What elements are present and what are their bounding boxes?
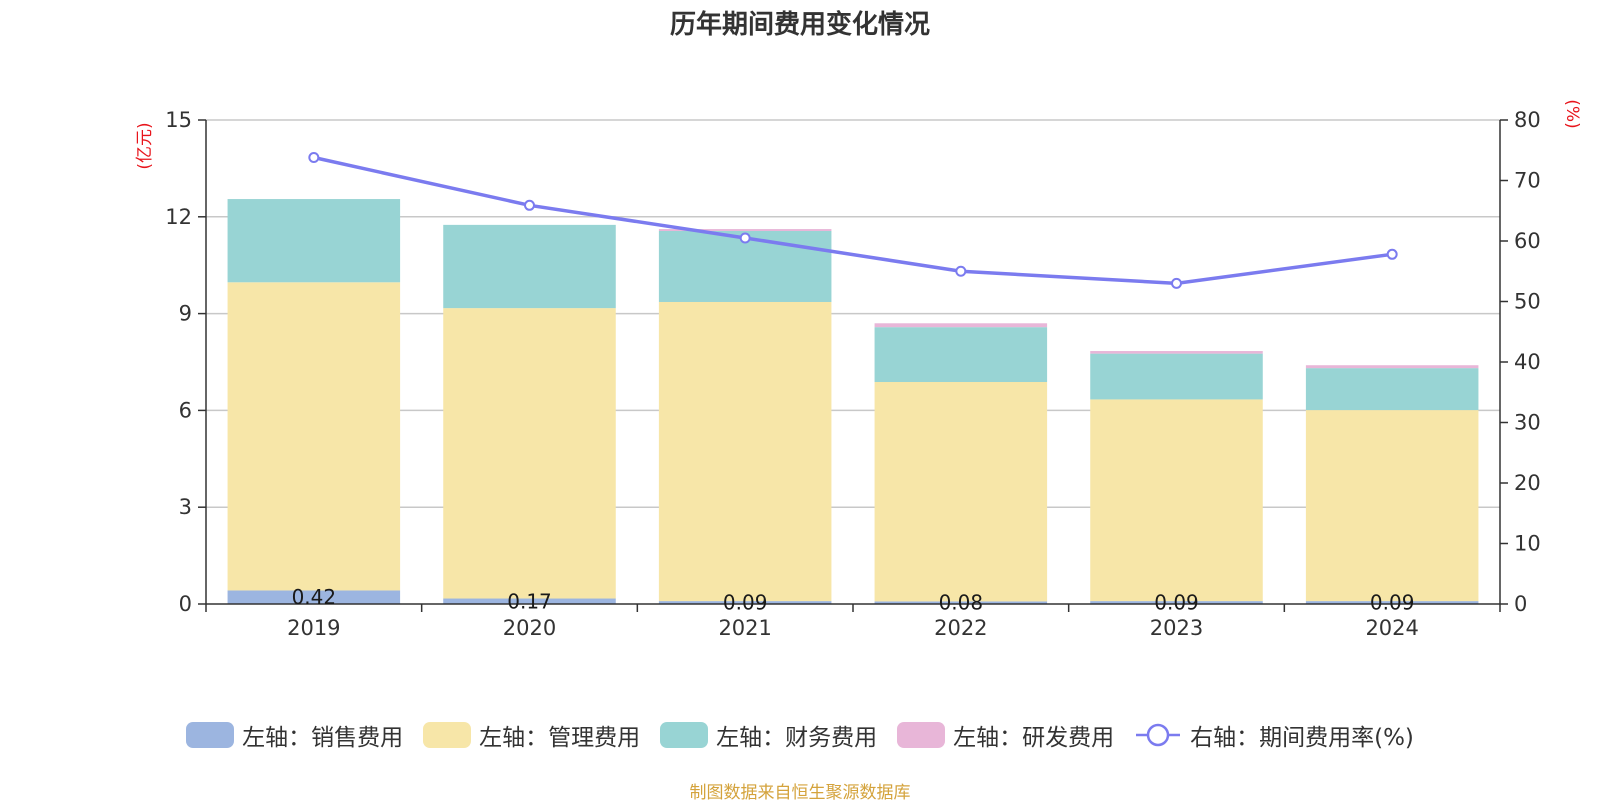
left-tick-label: 6 [179,398,192,422]
legend-item[interactable]: 左轴：财务费用 [660,718,877,752]
bar-series [227,199,1479,604]
bar-2019 [227,282,401,591]
bar-2024 [1305,410,1479,602]
bar-2020 [443,224,616,309]
legend-item[interactable]: 左轴：研发费用 [897,718,1114,752]
x-tick-label: 2020 [503,616,556,640]
bar-2023 [1090,351,1263,354]
right-tick-label: 30 [1514,411,1541,435]
chart-title: 历年期间费用变化情况 [669,10,930,40]
legend-item[interactable]: 右轴：期间费用率(%) [1134,718,1414,752]
bar-2022 [874,382,1048,602]
bar-2024 [1305,368,1479,411]
bar-2022 [874,601,1048,604]
right-axis-unit: (%) [1562,99,1582,128]
data-label: 0.09 [1154,591,1199,615]
bar-2021 [658,301,832,602]
data-labels: 0.42 0.17 0.09 0.08 0.09 0.09 [292,585,1415,614]
right-tick-label: 40 [1514,350,1541,374]
left-axis-unit: (亿元) [135,122,155,169]
left-tick-label: 0 [179,592,192,616]
line-point [308,152,320,164]
bar-2023 [1090,399,1263,602]
right-tick-label: 0 [1514,592,1527,616]
legend-label: 左轴：管理费用 [479,725,641,751]
legend-swatch [660,722,709,748]
bar-2024 [1305,601,1479,604]
x-tick-label: 2019 [287,616,340,640]
legend-line-marker [1146,723,1170,747]
line-point [524,199,535,211]
legend-label: 左轴：研发费用 [953,725,1115,751]
data-label: 0.09 [723,591,768,615]
right-tick-label: 80 [1514,108,1541,132]
bar-2022 [874,327,1048,383]
legend-swatch [423,722,472,748]
bar-2021 [658,229,832,231]
line-point [739,232,751,244]
bar-2023 [1090,601,1263,604]
bar-2020 [443,598,616,604]
legend-swatch [186,722,235,748]
x-tick-label: 2021 [718,616,771,640]
bar-2022 [874,323,1048,328]
line-point [1386,248,1398,260]
right-tick-label: 10 [1514,532,1541,556]
bar-2019 [227,590,401,604]
bar-2024 [1305,365,1479,369]
legend-label: 右轴：期间费用率(%) [1190,725,1414,751]
legend-item[interactable]: 左轴：销售费用 [186,718,403,752]
bar-2020 [443,308,616,599]
right-tick-label: 20 [1514,471,1541,495]
right-tick-label: 50 [1514,290,1541,314]
line-point [1171,277,1182,289]
line-path [313,155,1393,286]
x-tick-label: 2022 [934,616,987,640]
legend-label: 左轴：财务费用 [716,725,878,751]
right-tick-label: 70 [1514,169,1541,193]
line-series [308,152,1398,289]
grid-lines [206,119,1500,508]
left-tick-label: 15 [165,108,192,132]
data-label: 0.17 [507,589,552,613]
source-note: 制图数据来自恒生聚源数据库 [689,783,911,803]
bar-2023 [1090,353,1263,400]
bar-2021 [658,601,832,604]
legend-item[interactable]: 左轴：管理费用 [423,718,640,752]
line-point [955,265,967,277]
left-tick-label: 9 [179,302,192,326]
data-label: 0.08 [939,591,984,615]
data-label: 0.09 [1370,591,1415,615]
bar-2019 [227,199,401,283]
legend-label: 左轴：销售费用 [242,725,404,751]
legend-line-icon [1136,723,1181,747]
legend: 左轴：销售费用 左轴：管理费用 左轴：财务费用 左轴：研发费用 右轴：期间费用率(%) [0,718,1600,752]
right-tick-label: 60 [1514,229,1541,253]
data-label: 0.42 [292,585,337,609]
left-tick-label: 3 [179,495,192,519]
x-tick-label: 2024 [1365,616,1418,640]
legend-swatch [897,722,946,748]
tick-labels: 0 3 6 9 12 15 0 10 20 30 40 50 60 70 80 2019 2020 2021 202… [165,108,1540,640]
x-tick-label: 2023 [1150,616,1203,640]
left-tick-label: 12 [165,205,192,229]
